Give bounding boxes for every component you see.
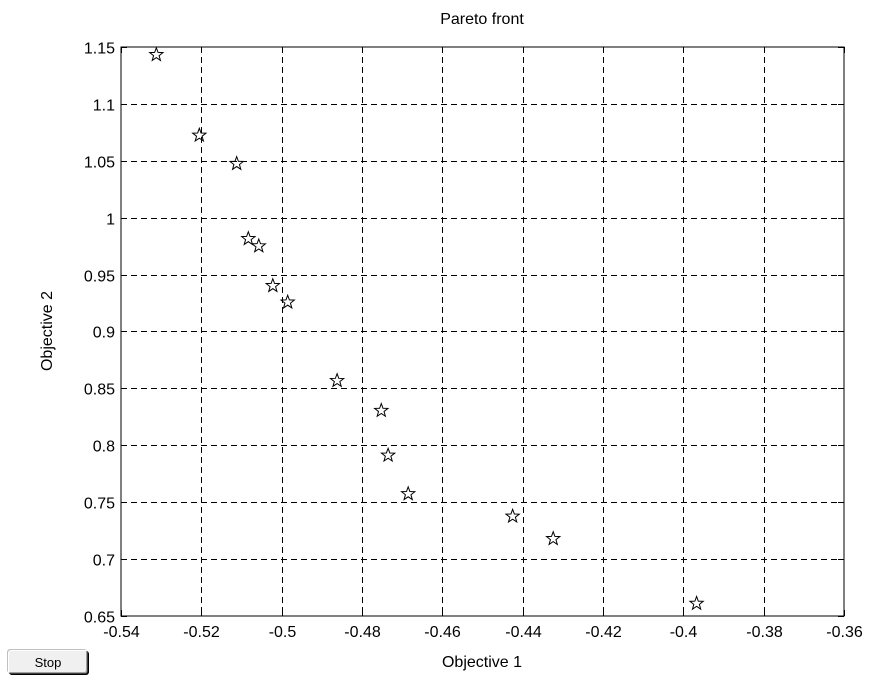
x-tick-label: -0.44 (505, 624, 542, 641)
pareto-point-star (279, 293, 296, 310)
pareto-point-star (688, 595, 705, 611)
x-tick-label: -0.5 (269, 624, 297, 641)
x-axis-label: Objective 1 (442, 654, 522, 671)
y-tick-label: 1.1 (93, 98, 115, 115)
grid-lines (121, 47, 844, 616)
y-tick-label: 0.9 (93, 325, 115, 342)
chart-title: Pareto front (440, 11, 524, 28)
y-tick-label: 0.95 (84, 269, 115, 286)
x-tick-label: -0.42 (585, 624, 622, 641)
y-tick-label: 0.85 (84, 382, 115, 399)
pareto-point-star (148, 46, 165, 62)
x-tick-label: -0.46 (424, 624, 461, 641)
axis-ticks (121, 47, 845, 617)
pareto-point-star (380, 446, 397, 463)
pareto-point-star (545, 530, 562, 546)
pareto-point-star (373, 402, 390, 418)
y-axis-label: Objective 2 (39, 291, 56, 371)
y-tick-label: 1.15 (84, 41, 115, 58)
y-tick-label: 0.65 (84, 610, 115, 627)
x-tick-label: -0.4 (670, 624, 698, 641)
x-tick-labels: -0.54 -0.52 -0.5 -0.48 -0.46 -0.44 -0.42 -0.4 -0… (103, 624, 863, 641)
pareto-point-star (228, 155, 245, 171)
pareto-point-star (250, 237, 267, 253)
pareto-point-star (329, 372, 346, 388)
x-tick-label: -0.38 (746, 624, 783, 641)
y-tick-label: 1.05 (84, 155, 115, 172)
y-tick-label: 0.75 (84, 496, 115, 513)
x-tick-label: -0.52 (183, 624, 220, 641)
pareto-point-star (264, 277, 281, 293)
y-tick-labels: 0.65 0.7 0.75 0.8 0.85 0.9 0.95 1 1.05 1.1 1.15 (84, 41, 115, 627)
y-tick-label: 0.8 (93, 439, 115, 456)
pareto-point-star (191, 126, 208, 143)
pareto-point-star (400, 485, 417, 501)
pareto-point-star (240, 230, 257, 246)
x-tick-label: -0.48 (344, 624, 381, 641)
y-tick-label: 1 (106, 212, 115, 229)
x-tick-label: -0.36 (826, 624, 863, 641)
data-points (148, 46, 705, 611)
x-tick-label: -0.54 (103, 624, 140, 641)
pareto-point-star (504, 507, 521, 524)
stop-button[interactable]: Stop (8, 650, 88, 674)
y-tick-label: 0.7 (93, 553, 115, 570)
